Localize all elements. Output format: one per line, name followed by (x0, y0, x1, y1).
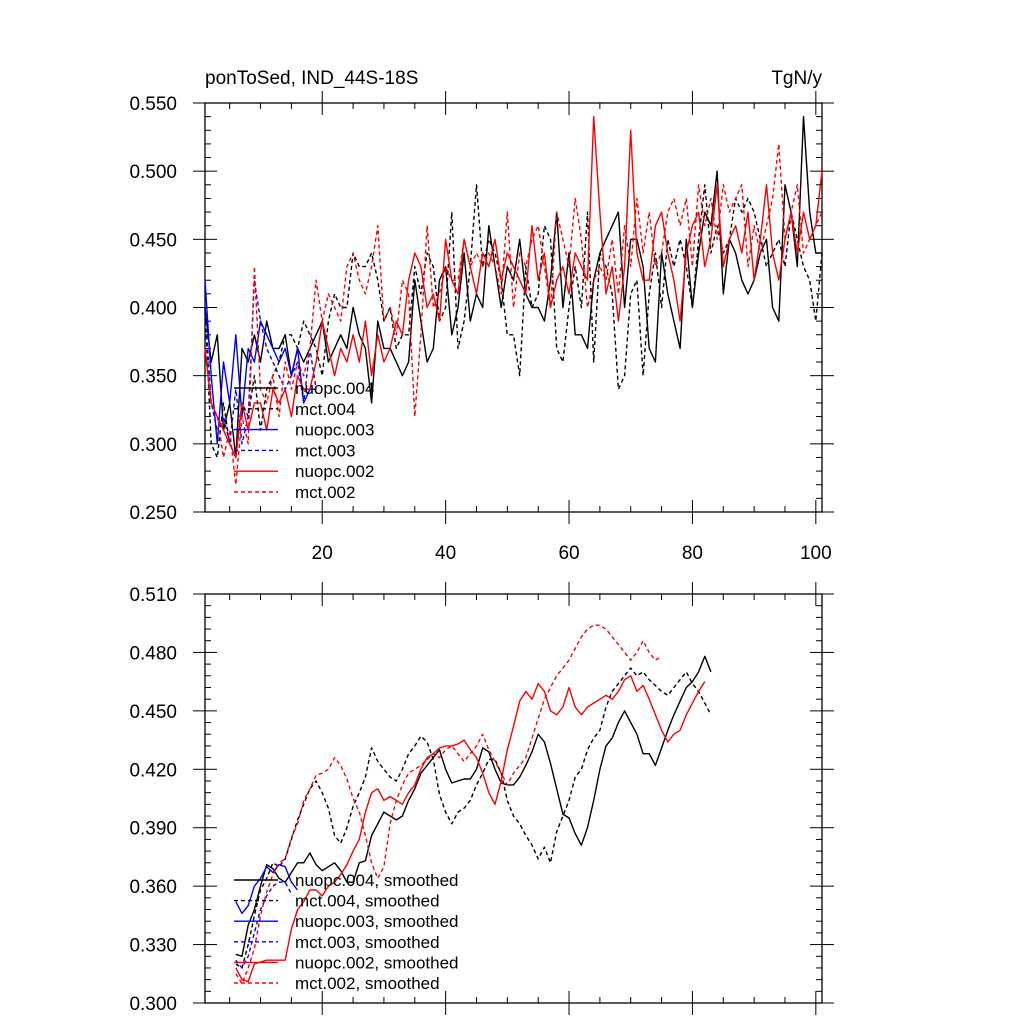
series-line (204, 280, 317, 445)
series-line (204, 115, 823, 459)
legend-label: mct.004, smoothed (295, 892, 440, 911)
legend-label: mct.002 (295, 483, 355, 502)
series-line (204, 143, 823, 486)
x-tick-label: 40 (435, 543, 456, 564)
series-line (235, 624, 662, 985)
series-line (235, 675, 706, 983)
series-line (204, 184, 823, 459)
y-tick-label: 0.550 (129, 94, 177, 115)
bottom-chart-panel: 0.300 0.330 0.360 0.390 0.420 0.450 0.480 0.510… (129, 582, 834, 1015)
legend-label: nuopc.002, smoothed (295, 953, 459, 972)
y-tick-label: 0.450 (129, 230, 177, 251)
series-line (235, 655, 712, 957)
y-tick-label: 0.250 (129, 503, 177, 524)
plot-frame (204, 593, 823, 1004)
legend-label: nuopc.004, smoothed (295, 871, 459, 890)
legend-label: nuopc.004 (295, 379, 374, 398)
y-tick-label: 0.300 (129, 994, 177, 1015)
top-chart-title: ponToSed, IND_44S-18S (205, 68, 418, 89)
series-line (235, 864, 299, 915)
x-tick-label: 20 (312, 543, 333, 564)
y-tick-label: 0.450 (129, 702, 177, 723)
series-line (235, 667, 712, 969)
y-tick-label: 0.510 (129, 585, 177, 606)
y-tick-label: 0.390 (129, 819, 177, 840)
legend-label: mct.004 (295, 400, 355, 419)
y-tick-label: 0.330 (129, 936, 177, 957)
legend-label: mct.003, smoothed (295, 933, 440, 952)
legend-label: nuopc.002 (295, 462, 374, 481)
y-tick-label: 0.300 (129, 435, 177, 456)
legend-label: nuopc.003, smoothed (295, 912, 459, 931)
top-chart-units: TgN/y (771, 68, 822, 89)
y-tick-label: 0.500 (129, 162, 177, 183)
x-tick-label: 80 (682, 543, 703, 564)
legend-label: mct.003 (295, 441, 355, 460)
top-chart-panel: 0.250 0.300 0.350 0.400 0.450 0.500 0.550 20 40 6… (129, 91, 834, 564)
legend-label: nuopc.003 (295, 421, 374, 440)
y-tick-label: 0.480 (129, 643, 177, 664)
x-tick-label: 100 (800, 543, 832, 564)
y-tick-label: 0.420 (129, 760, 177, 781)
x-tick-label: 60 (558, 543, 579, 564)
y-tick-label: 0.360 (129, 877, 177, 898)
y-tick-label: 0.350 (129, 367, 177, 388)
y-tick-label: 0.400 (129, 299, 177, 320)
legend-label: mct.002, smoothed (295, 974, 440, 993)
